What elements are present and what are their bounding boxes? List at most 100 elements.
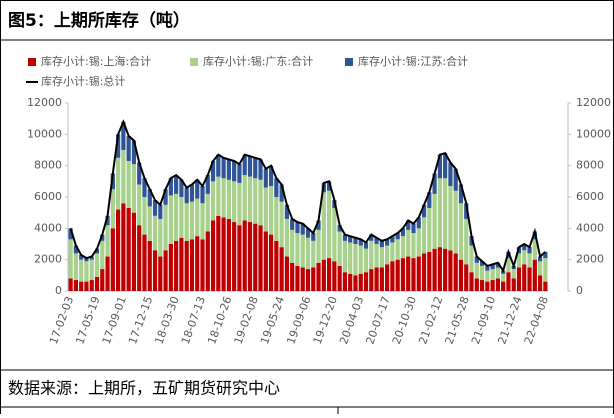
bar-segment: [495, 262, 500, 268]
bar-segment: [116, 209, 121, 291]
bar-segment: [247, 222, 253, 291]
x-tick-label: 20-07-17: [363, 295, 392, 346]
bar-segment: [358, 239, 363, 246]
bar-segment: [210, 181, 216, 221]
bar-segment: [332, 261, 337, 291]
bar-segment: [73, 253, 79, 281]
bar-segment: [537, 256, 543, 262]
bar-segment: [105, 256, 110, 291]
bar-segment: [421, 204, 427, 218]
bar-segment: [321, 192, 326, 260]
bar-segment: [316, 262, 321, 291]
bar-segment: [237, 182, 242, 226]
bar-segment: [168, 195, 173, 244]
bar-segment: [94, 276, 100, 291]
bar-segment: [284, 256, 290, 291]
bar-segment: [232, 160, 237, 182]
bar-segment: [348, 273, 353, 291]
bar-segment: [522, 264, 527, 291]
x-tick-label: 17-12-15: [126, 295, 155, 346]
bar-segment: [374, 237, 379, 244]
legend-swatch: [28, 58, 36, 66]
bar-segment: [137, 225, 142, 291]
bar-segment: [163, 250, 168, 291]
bar-segment: [295, 222, 300, 234]
bar-segment: [479, 261, 485, 266]
bar-segment: [189, 239, 195, 291]
bar-segment: [131, 212, 137, 291]
x-tick-label: 21-12-24: [495, 295, 524, 346]
bar-segment: [290, 262, 295, 291]
bar-segment: [537, 275, 543, 291]
bar-segment: [216, 154, 221, 177]
source: 数据来源：上期所，五矿期货研究中心: [8, 379, 280, 398]
bar-segment: [437, 154, 442, 179]
bar-segment: [200, 203, 205, 240]
bar-segment: [311, 240, 316, 268]
legend-swatch: [190, 58, 198, 66]
bar-segment: [437, 178, 442, 248]
bar-segment: [216, 176, 221, 216]
bar-segment: [353, 237, 358, 244]
bar-segment: [406, 256, 411, 291]
bar-segment: [237, 164, 242, 183]
bar-segment: [406, 220, 411, 230]
x-tick-label: 17-05-19: [73, 295, 102, 346]
bar-segment: [174, 175, 179, 194]
bar-segment: [474, 262, 479, 279]
bar-segment: [168, 244, 173, 291]
bar-segment: [490, 269, 495, 281]
bar-segment: [358, 273, 363, 291]
y-tick-label: 6000: [34, 190, 62, 203]
bar-segment: [448, 250, 453, 291]
bar-segment: [174, 240, 179, 291]
bar-segment: [284, 204, 290, 219]
bar-segment: [400, 236, 406, 259]
bar-segment: [200, 186, 205, 204]
bar-segment: [242, 175, 247, 221]
bar-segment: [290, 229, 295, 263]
bar-segment: [443, 178, 448, 249]
bar-segment: [142, 197, 147, 235]
legend-label: 库存小计:锡:上海:合计: [41, 54, 151, 68]
bar-segment: [179, 197, 184, 238]
bar-segment: [411, 258, 416, 291]
bar-segment: [147, 240, 152, 291]
bar-segment: [479, 265, 485, 281]
bar-segment: [501, 273, 506, 282]
bar-segment: [522, 250, 527, 265]
bar-segment: [416, 228, 421, 257]
bar-segment: [200, 239, 205, 291]
x-tick-label: 18-03-30: [152, 295, 181, 346]
bar-segment: [73, 245, 79, 254]
bar-segment: [543, 281, 548, 291]
bar-segment: [100, 240, 105, 270]
bar-segment: [116, 134, 121, 158]
bar-segment: [374, 244, 379, 268]
bar-segment: [495, 267, 500, 279]
x-tick-label: 21-09-10: [469, 295, 498, 346]
bar-segment: [406, 229, 411, 257]
bar-segment: [385, 239, 390, 246]
bar-segment: [94, 253, 100, 277]
bar-segment: [79, 259, 84, 282]
bar-segment: [469, 272, 474, 291]
bar-segment: [485, 270, 490, 282]
bar-segment: [105, 225, 110, 257]
bar-segment: [189, 201, 195, 240]
bar-segment: [411, 233, 416, 259]
bar-segment: [221, 178, 226, 218]
bar-segment: [522, 244, 527, 251]
bar-segment: [121, 150, 126, 204]
bar-segment: [427, 251, 432, 291]
bar-segment: [274, 197, 279, 241]
bar-segment: [68, 228, 73, 240]
bar-segment: [142, 178, 147, 197]
bar-segment: [158, 204, 163, 219]
bar-segment: [295, 233, 300, 266]
bar-segment: [326, 258, 332, 291]
bar-segment: [84, 258, 89, 262]
bar-segment: [464, 203, 469, 219]
bar-segment: [263, 187, 268, 232]
